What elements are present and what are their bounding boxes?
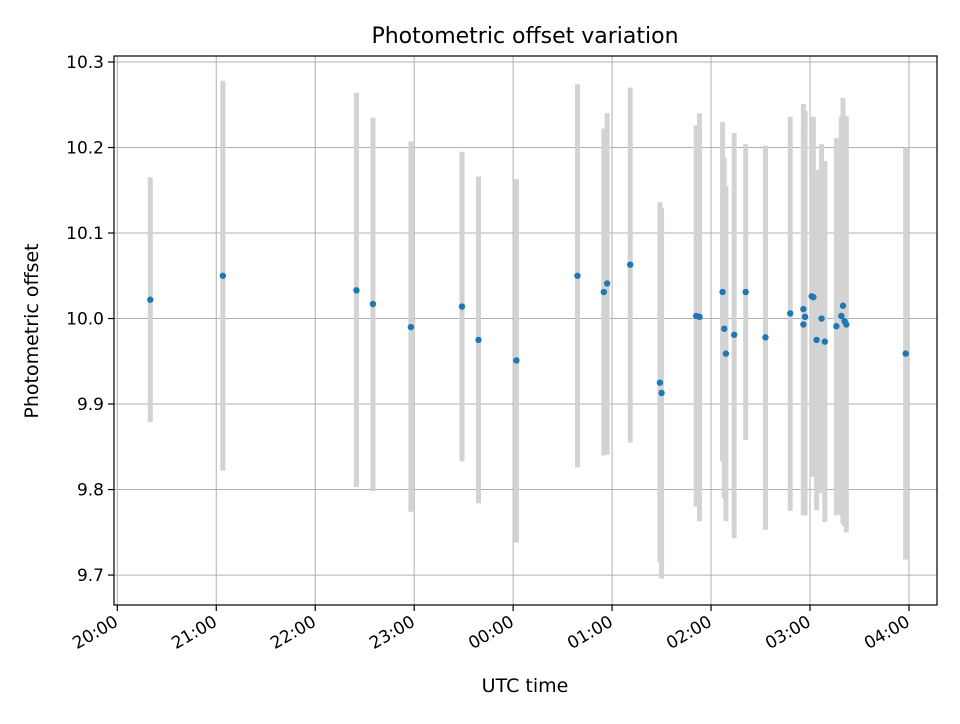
- data-point: [839, 302, 847, 309]
- y-tick-label: 9.9: [77, 395, 104, 415]
- data-point: [656, 379, 664, 386]
- data-point: [818, 315, 825, 322]
- data-point: [902, 350, 909, 357]
- data-point: [787, 310, 794, 317]
- data-point: [843, 321, 850, 328]
- plot-frame: [113, 55, 938, 606]
- y-tick-label: 10.2: [66, 139, 104, 159]
- data-point: [458, 303, 466, 310]
- data-point: [147, 296, 154, 303]
- data-point: [600, 288, 608, 296]
- data-point: [219, 272, 227, 279]
- y-tick-label: 9.8: [77, 481, 104, 501]
- data-point: [369, 300, 377, 308]
- data-point: [813, 336, 820, 344]
- y-tick-label: 10.3: [66, 53, 104, 73]
- data-point: [800, 321, 807, 328]
- data-point: [627, 261, 634, 268]
- data-points: [147, 261, 909, 397]
- data-point: [730, 331, 738, 338]
- data-point: [513, 357, 520, 364]
- data-point: [475, 336, 482, 344]
- data-point: [800, 305, 807, 313]
- y-axis-label: Photometric offset: [21, 243, 43, 418]
- data-point: [719, 288, 726, 296]
- data-point: [603, 280, 611, 287]
- data-point: [722, 350, 730, 357]
- data-point: [801, 313, 809, 321]
- x-axis-label: UTC time: [482, 675, 569, 697]
- data-point: [838, 312, 845, 320]
- y-tick-label: 10.1: [66, 224, 104, 244]
- data-point: [353, 287, 360, 294]
- data-point: [721, 325, 728, 332]
- y-tick-label: 10.0: [66, 310, 104, 330]
- y-tick-label: 9.7: [77, 566, 104, 586]
- data-point: [574, 272, 581, 279]
- data-point: [762, 334, 769, 341]
- data-point: [742, 288, 749, 296]
- data-point: [833, 323, 840, 330]
- chart-title: Photometric offset variation: [371, 24, 678, 49]
- data-point: [696, 313, 703, 321]
- data-point: [658, 389, 665, 397]
- data-point: [810, 293, 817, 301]
- data-point: [821, 338, 829, 345]
- data-point: [407, 323, 415, 331]
